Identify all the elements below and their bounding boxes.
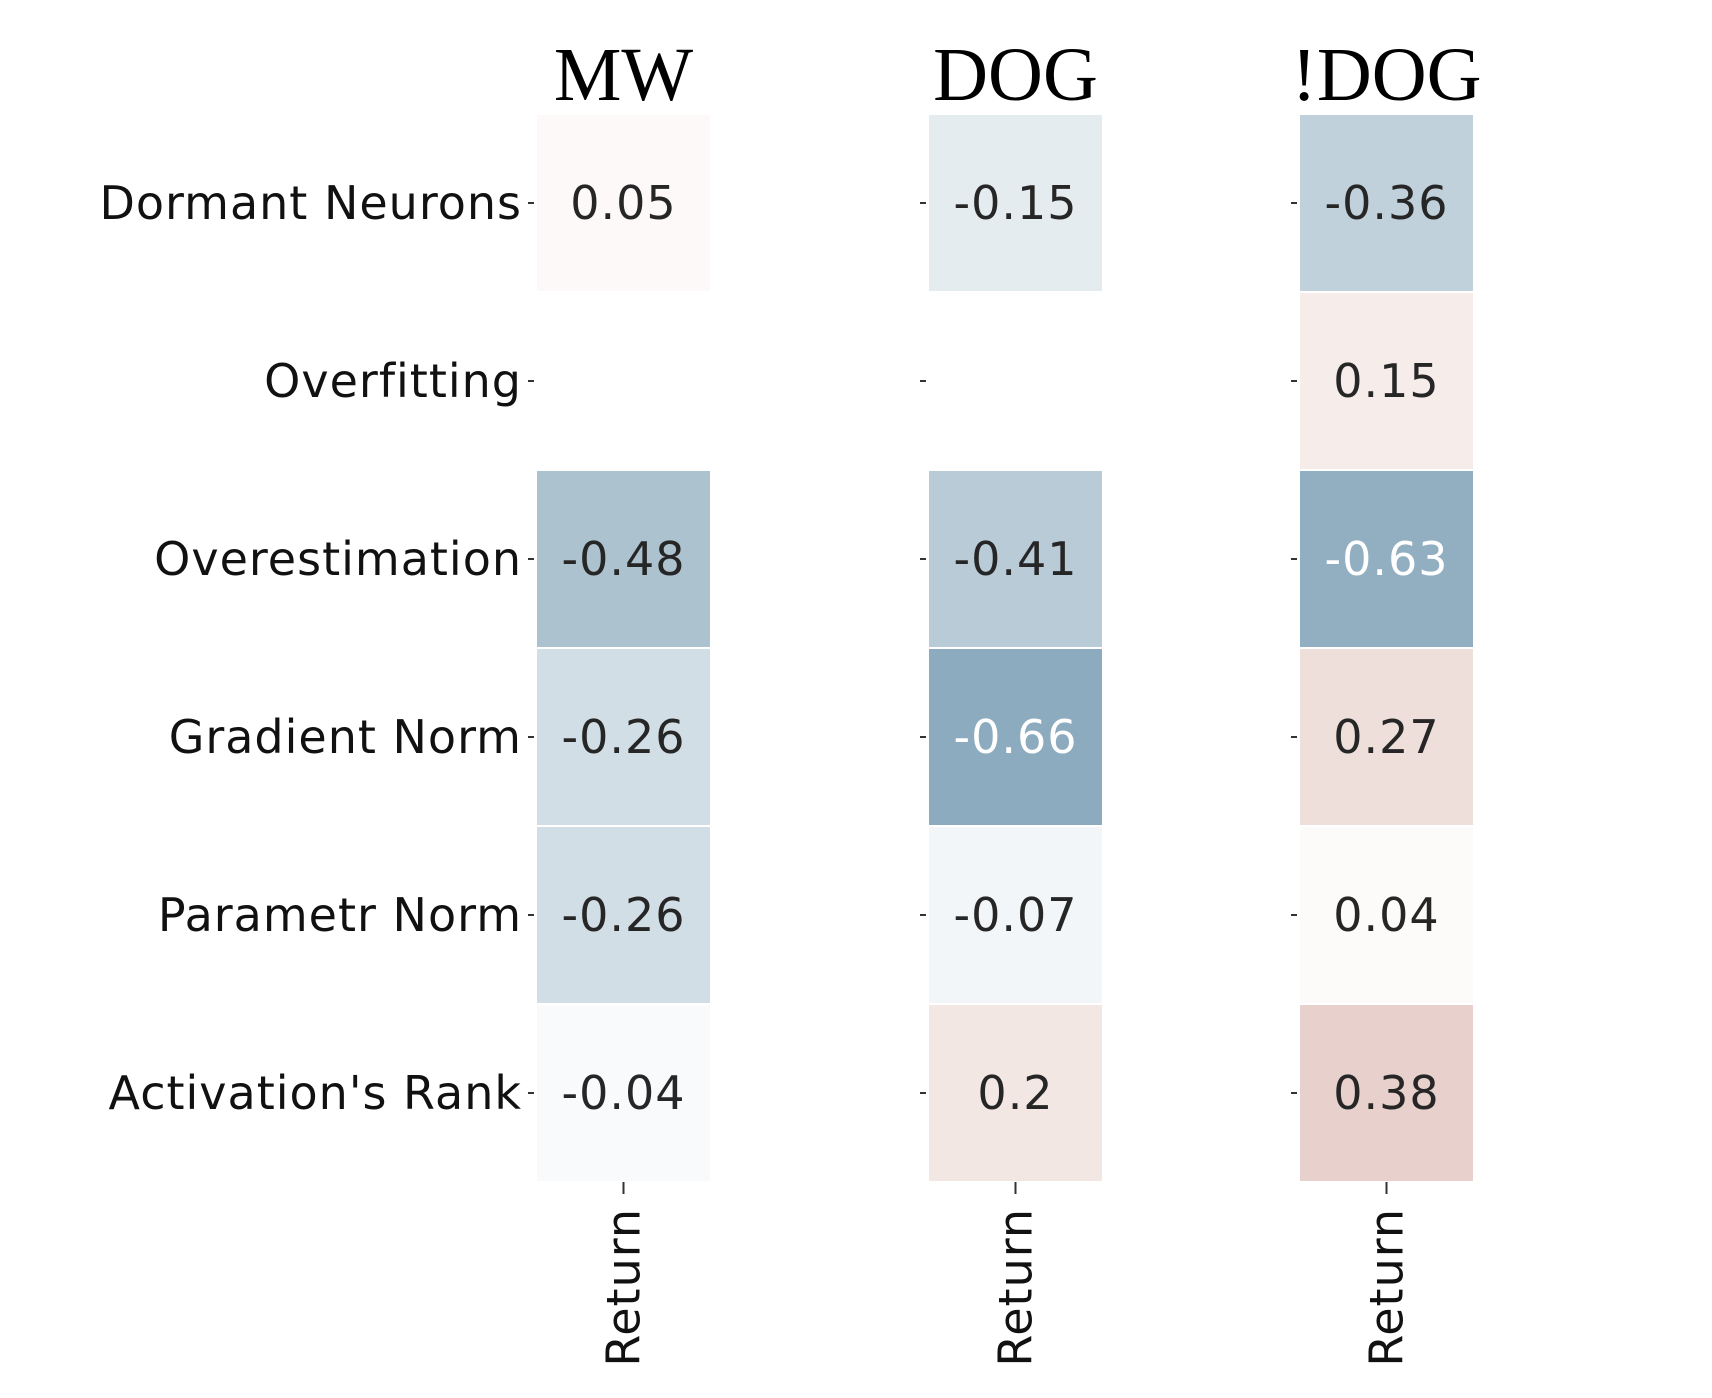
row-label: Overestimation: [154, 532, 522, 586]
heatmap-cell: [1298, 647, 1475, 827]
row-label: Parametr Norm: [158, 888, 522, 942]
row-label: Activation's Rank: [109, 1066, 522, 1120]
x-tick-label: Return: [989, 1208, 1043, 1367]
cell-value-label: -0.66: [953, 710, 1077, 764]
cell-value-label: -0.63: [1324, 532, 1448, 586]
cell-value-label: -0.41: [953, 532, 1077, 586]
row-label: Dormant Neurons: [99, 176, 522, 230]
cell-value-label: 0.15: [1333, 354, 1439, 408]
cell-value-label: -0.04: [561, 1066, 685, 1120]
heatmap-cell: [927, 469, 1104, 649]
cell-value-label: -0.26: [561, 888, 685, 942]
panel-title: DOG: [933, 33, 1098, 117]
x-tick-label: Return: [597, 1208, 651, 1367]
cell-value-label: 0.27: [1333, 710, 1439, 764]
heatmap-cell: [535, 469, 712, 649]
heatmap-cell: [1298, 113, 1475, 293]
heatmap-cell: [927, 113, 1104, 293]
heatmap-cell: [1298, 291, 1475, 471]
heatmap-cell: [927, 647, 1104, 827]
row-label: Gradient Norm: [169, 710, 522, 764]
cell-value-label: -0.36: [1324, 176, 1448, 230]
cell-value-label: -0.07: [953, 888, 1077, 942]
cell-value-label: -0.15: [953, 176, 1077, 230]
heatmap-cell: [927, 1003, 1104, 1183]
heatmap-cell: [1298, 469, 1475, 649]
x-tick-label: Return: [1360, 1208, 1414, 1367]
heatmap-cell: [535, 825, 712, 1005]
heatmap-cell: [1298, 825, 1475, 1005]
heatmap-cell: [535, 1003, 712, 1183]
heatmap-cell: [927, 825, 1104, 1005]
heatmap-cell: [535, 113, 712, 293]
row-label: Overfitting: [264, 354, 522, 408]
heatmap-cell: [1298, 1003, 1475, 1183]
panel-title: !DOG: [1292, 33, 1482, 117]
panel-title: MW: [554, 33, 694, 117]
cell-value-label: 0.38: [1333, 1066, 1439, 1120]
cell-value-label: -0.26: [561, 710, 685, 764]
cell-value-label: -0.48: [561, 532, 685, 586]
heatmap-cell: [535, 647, 712, 827]
cell-value-label: 0.04: [1333, 888, 1439, 942]
cell-value-label: 0.2: [977, 1066, 1053, 1120]
cell-value-label: 0.05: [570, 176, 676, 230]
